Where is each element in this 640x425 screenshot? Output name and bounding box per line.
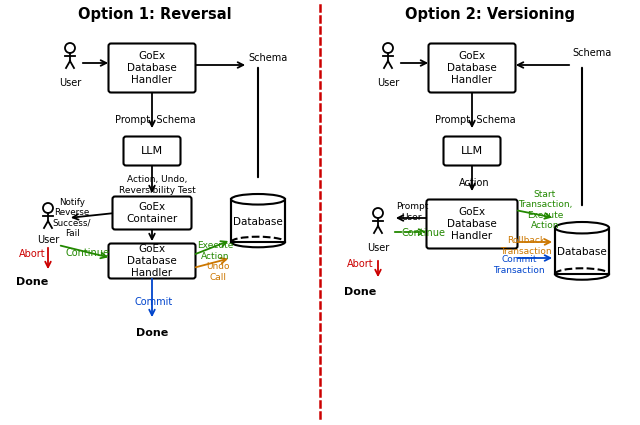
Text: User: User	[59, 78, 81, 88]
Text: Execute
Action: Execute Action	[197, 241, 233, 261]
Text: LLM: LLM	[141, 146, 163, 156]
FancyBboxPatch shape	[109, 244, 195, 278]
FancyBboxPatch shape	[429, 43, 515, 93]
Text: GoEx
Database
Handler: GoEx Database Handler	[447, 51, 497, 85]
FancyBboxPatch shape	[426, 199, 518, 249]
Text: Rollback
Transaction: Rollback Transaction	[500, 236, 552, 256]
Text: Commit: Commit	[135, 297, 173, 307]
Text: GoEx
Container: GoEx Container	[126, 202, 178, 224]
Text: GoEx
Database
Handler: GoEx Database Handler	[127, 51, 177, 85]
Text: LLM: LLM	[461, 146, 483, 156]
Text: Commit
Transaction: Commit Transaction	[493, 255, 545, 275]
Text: Prompt
User: Prompt User	[396, 202, 428, 222]
Text: Done: Done	[344, 287, 376, 297]
Text: Prompt, Schema: Prompt, Schema	[435, 115, 515, 125]
FancyBboxPatch shape	[444, 136, 500, 165]
Ellipse shape	[231, 194, 285, 204]
Text: Continue: Continue	[66, 248, 110, 258]
FancyBboxPatch shape	[555, 228, 609, 274]
Text: Done: Done	[16, 277, 48, 287]
Ellipse shape	[555, 222, 609, 233]
FancyBboxPatch shape	[113, 196, 191, 230]
Text: GoEx
Database
Handler: GoEx Database Handler	[447, 207, 497, 241]
Text: GoEx
Database
Handler: GoEx Database Handler	[127, 244, 177, 278]
Text: Database: Database	[557, 247, 607, 257]
Text: User: User	[37, 235, 59, 245]
Text: Abort: Abort	[19, 249, 45, 259]
Text: Action: Action	[459, 178, 490, 188]
Text: Option 1: Reversal: Option 1: Reversal	[78, 6, 232, 22]
Text: Continue: Continue	[401, 228, 445, 238]
Text: Start
Transaction,
Execute
Action: Start Transaction, Execute Action	[518, 190, 572, 230]
Text: User: User	[377, 78, 399, 88]
FancyBboxPatch shape	[231, 199, 285, 242]
Text: Undo
Call: Undo Call	[206, 262, 230, 282]
Text: Database: Database	[233, 217, 283, 227]
Text: Abort: Abort	[347, 259, 373, 269]
Text: Done: Done	[136, 328, 168, 338]
Text: Schema: Schema	[248, 53, 287, 63]
FancyBboxPatch shape	[124, 136, 180, 165]
Text: Action, Undo,
Reversibility Test: Action, Undo, Reversibility Test	[118, 175, 195, 195]
Text: Option 2: Versioning: Option 2: Versioning	[405, 6, 575, 22]
FancyBboxPatch shape	[109, 43, 195, 93]
Text: User: User	[367, 243, 389, 253]
Text: Schema: Schema	[572, 48, 611, 58]
Text: Notify
Reverse
Success/
Fail: Notify Reverse Success/ Fail	[52, 198, 92, 238]
Text: Prompt, Schema: Prompt, Schema	[115, 115, 195, 125]
